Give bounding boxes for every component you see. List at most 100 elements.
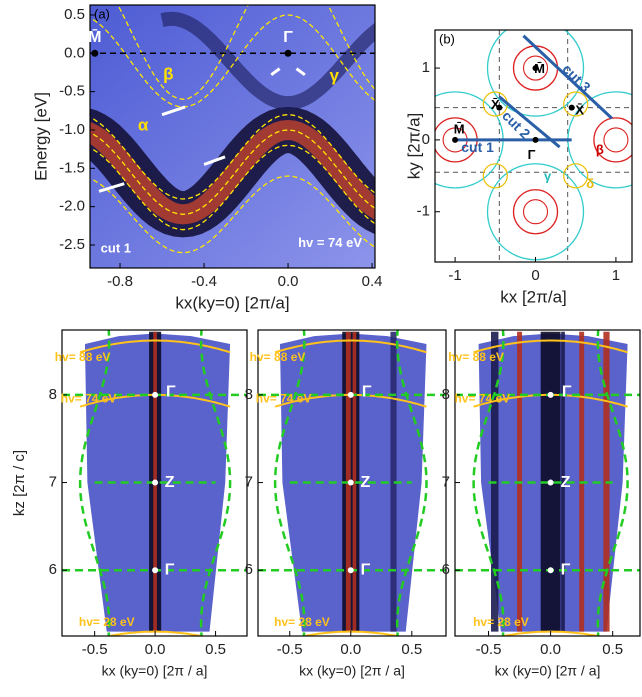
x-tick-label: 0 <box>531 267 539 284</box>
annotation: γ <box>544 169 552 184</box>
y-tick-label: 7 <box>245 474 253 491</box>
band-dark <box>160 11 375 111</box>
frame <box>89 4 376 269</box>
annotation: Γ <box>561 561 571 578</box>
annotation: γ <box>330 66 340 85</box>
annotation: hv= 28 eV <box>473 615 529 629</box>
y-tick-label: -1.0 <box>59 121 85 138</box>
plot-area <box>90 5 375 268</box>
k-point <box>532 136 539 143</box>
annotation: hv= 28 eV <box>274 615 330 629</box>
calc-band <box>90 144 375 231</box>
y-tick-label: -0.5 <box>59 83 85 100</box>
y-tick-label: -2.5 <box>59 236 85 253</box>
y-tick-label: 8 <box>245 386 253 403</box>
panel-label: (a) <box>94 6 110 21</box>
x-axis-label: kx [2π/a] <box>500 287 567 306</box>
y-tick-label: 1 <box>422 59 430 76</box>
contour-yellow <box>563 163 589 189</box>
k-point <box>152 479 159 486</box>
annotation: Γ <box>283 29 293 46</box>
annotation: hv= 28 eV <box>79 615 135 629</box>
k-point <box>532 65 539 72</box>
y-tick-label: 8 <box>442 386 450 403</box>
y-tick-label: 7 <box>49 474 57 491</box>
y-tick-label: -1.5 <box>59 159 85 176</box>
y-axis-label: ky [2π/a] <box>404 113 423 180</box>
annotation: Z <box>165 474 175 491</box>
calc-band <box>117 5 375 100</box>
arrow <box>161 105 186 117</box>
k-point <box>452 136 459 143</box>
bz-boundary <box>199 330 232 636</box>
x-axis-label: kx(ky=0) [2π/a] <box>175 293 289 312</box>
x-tick-label: -0.5 <box>476 641 502 658</box>
y-tick-label: 0 <box>422 131 430 148</box>
arrow <box>295 67 306 76</box>
x-tick-label: 0.0 <box>540 641 561 658</box>
x-tick-label: -0.5 <box>82 641 108 658</box>
x-tick-label: 0.0 <box>145 641 166 658</box>
cut-line <box>522 34 613 120</box>
k-point <box>568 104 575 111</box>
intensity-stripe <box>561 331 565 632</box>
panel-label: (d) <box>262 331 278 346</box>
panel-label: (b) <box>439 31 455 46</box>
x-tick-label: 0.0 <box>278 273 299 290</box>
bz-boundary <box>78 330 111 636</box>
arrow <box>98 182 125 193</box>
annotation: cut 1 <box>101 240 131 255</box>
x-tick-label: -0.8 <box>107 273 133 290</box>
annotation: Z <box>561 474 571 491</box>
k-point <box>347 479 354 486</box>
x-tick-label: 0.5 <box>205 641 226 658</box>
y-tick-label: -2.0 <box>59 198 85 215</box>
annotation: hv= 88 eV <box>448 350 504 364</box>
contour-yellow <box>563 91 589 117</box>
annotation: X̄ <box>575 103 584 118</box>
annotation: hv= 88 eV <box>55 350 111 364</box>
hv-arc <box>473 339 628 354</box>
x-axis-label: kx (ky=0) [2π / a] <box>495 663 601 679</box>
y-tick-label: 7 <box>442 474 450 491</box>
x-tick-label: 0.5 <box>401 641 422 658</box>
annotation: Γ <box>361 561 371 578</box>
annotation: β <box>163 64 173 83</box>
plot-area <box>258 330 446 636</box>
contour-red <box>593 117 632 163</box>
k-point <box>347 567 354 574</box>
k-point <box>496 104 503 111</box>
annotation: hv= 74 eV <box>256 391 312 405</box>
annotation: hv= 74 eV <box>61 391 117 405</box>
calc-band <box>90 175 375 254</box>
calc-band <box>90 113 375 200</box>
plot-area <box>455 330 640 636</box>
k-point <box>152 567 159 574</box>
contour-yellow <box>482 163 508 189</box>
y-tick-label: 6 <box>442 561 450 578</box>
panel-label: (c) <box>66 331 81 346</box>
intensity-stripe <box>390 331 397 632</box>
x-tick-label: 0.4 <box>362 273 383 290</box>
annotation: Γ <box>562 383 572 400</box>
frame <box>434 29 633 263</box>
annotation: M̄ <box>88 27 101 46</box>
x-tick-label: 0.5 <box>602 641 623 658</box>
arrow <box>270 67 281 76</box>
y-tick-label: -1 <box>417 203 430 220</box>
k-point <box>547 567 554 574</box>
annotation: Z <box>361 474 371 491</box>
hv-arc <box>274 339 427 354</box>
y-tick-label: 0.5 <box>64 6 85 23</box>
x-tick-label: 1 <box>612 267 620 284</box>
k-point <box>347 391 354 398</box>
annotation: δ <box>586 176 594 191</box>
bz-boundary <box>395 330 428 636</box>
annotation: Γ <box>528 147 536 162</box>
bz-boundary <box>273 330 306 636</box>
annotation: hv= 74 eV <box>454 391 510 405</box>
x-axis-label: kx (ky=0) [2π / a] <box>102 663 208 679</box>
x-axis-label: kx (ky=0) [2π / a] <box>299 663 405 679</box>
annotation: hv= 88 eV <box>250 350 306 364</box>
annotation: hv = 74 eV <box>298 235 362 250</box>
